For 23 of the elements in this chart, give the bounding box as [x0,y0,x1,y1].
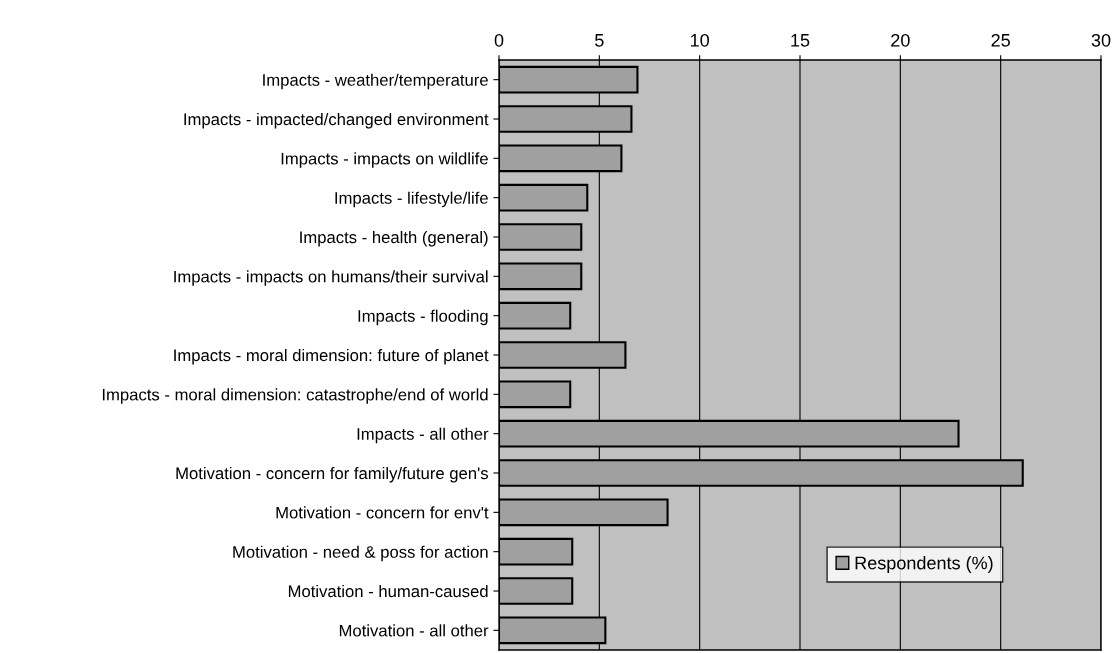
x-tick-label: 5 [595,34,604,47]
x-tick-label: 10 [691,33,709,47]
x-tick-label: 30 [1091,33,1111,47]
y-tick-label: Impacts - impacted/changed environment [184,112,489,129]
y-tick-label: Motivation - concern for family/future gen's [176,466,488,483]
x-tick-label: 0 [494,33,504,47]
y-tick-label: Impacts - all other [357,427,489,444]
y-tick-label: Motivation - concern for env't [276,506,489,519]
legend-label: Respondents (%) [855,556,993,573]
x-tick-label: 25 [991,33,1010,47]
x-tick-label: 20 [891,33,910,47]
y-tick-label: Impacts - flooding [358,309,488,326]
y-tick-label: Motivation - human-caused [288,584,488,598]
y-tick-label: Impacts - moral dimension: future of planet [174,348,489,365]
y-tick-label: Motivation - need & poss for action [233,545,488,562]
y-tick-label: Impacts - impacts on wildlife [281,152,488,168]
y-tick-label: Impacts - weather/temperature [263,73,488,90]
y-tick-label: Motivation - all other [339,624,489,637]
y-tick-label: Impacts - lifestyle/life [335,191,488,208]
y-tick-label: Impacts - moral dimension: catastrophe/end of world [102,388,488,404]
y-tick-label: Impacts - health (general) [300,230,488,247]
y-tick-label: Impacts - impacts on humans/their survival [174,270,488,286]
x-tick-label: 15 [791,34,810,47]
